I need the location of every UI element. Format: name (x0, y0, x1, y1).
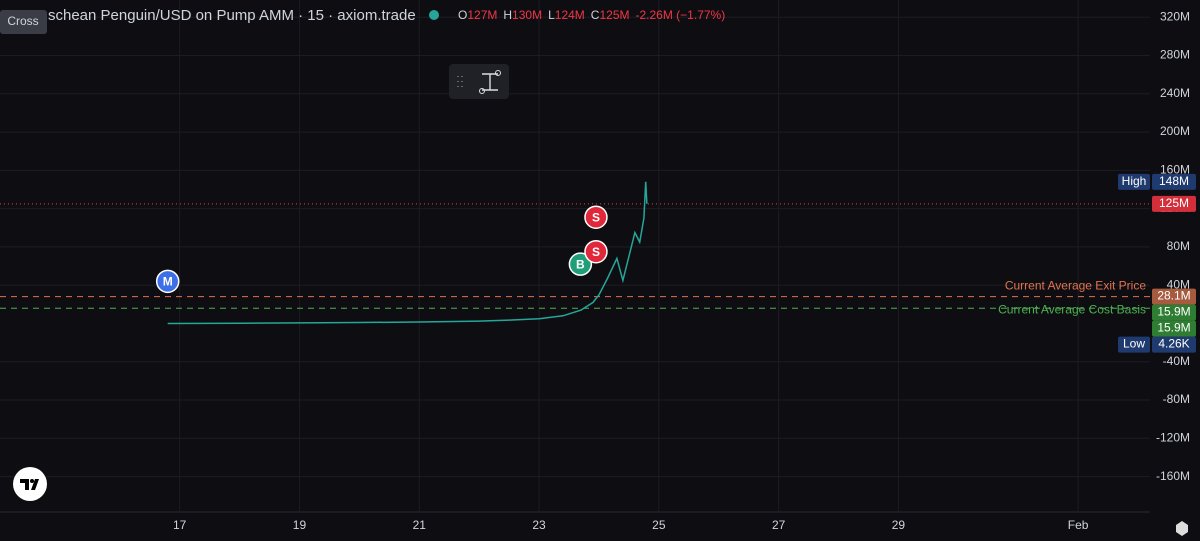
drag-handle[interactable] (457, 76, 463, 87)
x-tick-label: 23 (532, 518, 546, 532)
y-tick-label: -160M (1156, 469, 1190, 483)
price-tag-label: 28.1M (1157, 289, 1190, 303)
y-tick-label: 240M (1160, 86, 1190, 100)
tooltip: Cross (7, 14, 38, 28)
price-tag-label: 15.9M (1157, 305, 1190, 319)
y-tick-label: 160M (1160, 163, 1190, 177)
tooltip-box (0, 10, 47, 34)
trade-marker-label: S (592, 245, 600, 259)
logo[interactable] (13, 467, 47, 501)
price-tag-name: High (1122, 174, 1147, 188)
trade-marker-label: S (592, 210, 600, 224)
ohlc-text: -2.26M (−1.77%) (636, 8, 726, 22)
grid (0, 0, 1150, 512)
price-tag-name: Low (1123, 337, 1145, 351)
price-tag (1152, 173, 1196, 190)
x-tick-label: 25 (652, 518, 666, 532)
price-tag (1152, 336, 1196, 353)
ohlc-text: H (503, 8, 512, 22)
price-tag-label: 15.9M (1157, 321, 1190, 335)
y-tick-label: -80M (1163, 392, 1190, 406)
price-tag-name-box (1118, 173, 1150, 190)
y-tick-label: 200M (1160, 124, 1190, 138)
x-tick-label: 27 (772, 518, 786, 532)
settings-icon[interactable] (1176, 521, 1188, 536)
ohlc-text: 130M (512, 8, 542, 22)
y-tick-label: -120M (1156, 430, 1190, 444)
x-tick-label: 19 (293, 518, 307, 532)
y-tick-label: -40M (1163, 354, 1190, 368)
ohlc-text: L (548, 8, 555, 22)
ohlc-legend: O127M H130M L124M C125M -2.26M (−1.77%) (458, 8, 725, 22)
price-line-label: Current Average Exit Price (1005, 279, 1147, 293)
ohlc-text: 125M (599, 8, 629, 22)
x-tick-label: 29 (892, 518, 906, 532)
price-tag (1152, 195, 1196, 212)
trade-marker (584, 239, 608, 264)
y-tick-label: 320M (1160, 9, 1190, 23)
trade-marker (155, 269, 180, 294)
x-tick-label: 17 (173, 518, 187, 532)
y-tick-label: 280M (1160, 48, 1190, 62)
x-tick-label: Feb (1068, 518, 1089, 532)
logo-circle[interactable] (13, 467, 47, 501)
trade-marker (584, 205, 608, 229)
logo-mark[interactable] (30, 479, 34, 483)
ohlc-text: 127M (467, 8, 497, 22)
price-tag-label: 4.26K (1158, 337, 1189, 351)
ohlc-text: O (458, 8, 467, 22)
trade-marker-label: B (576, 257, 585, 271)
status-dot (429, 10, 439, 20)
price-tag (1152, 288, 1196, 305)
ohlc-text: C (591, 8, 600, 22)
measure-icon[interactable] (479, 88, 485, 94)
price-line-label: Current Average Cost Basis (998, 302, 1146, 316)
logo-mark[interactable] (20, 479, 39, 490)
ohlc-text: 124M (555, 8, 585, 22)
price-tag-name-box (1118, 336, 1150, 353)
plot (0, 181, 1150, 325)
y-tick-label: 80M (1167, 239, 1190, 253)
price-tag-label: 125M (1159, 196, 1189, 210)
trade-marker-label: M (163, 275, 173, 289)
price-line-series (167, 181, 648, 325)
drawing-toolbar[interactable] (449, 64, 509, 99)
measure-icon[interactable] (495, 70, 501, 76)
price-tag-label: 148M (1159, 174, 1189, 188)
y-tick-label: 40M (1167, 277, 1190, 291)
x-tick-label: 21 (413, 518, 427, 532)
price-tag (1152, 320, 1196, 337)
price-tag (1152, 304, 1196, 321)
chart-title: schean Penguin/USD on Pump AMM · 15 · ax… (48, 7, 416, 24)
trade-marker (568, 252, 593, 276)
